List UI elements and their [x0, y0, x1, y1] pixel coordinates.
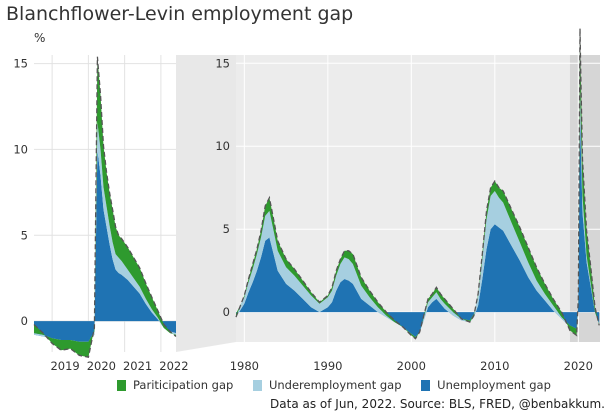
y-tick-label: 10 [13, 142, 28, 156]
x-tick-label: 2019 [50, 359, 79, 373]
x-tick-label: 2020 [564, 359, 593, 373]
total-gap-line [235, 28, 600, 340]
y-tick-label: 15 [215, 56, 230, 70]
y-tick-label: 5 [21, 228, 28, 242]
x-tick-label: 1990 [313, 359, 342, 373]
area-unemployment [236, 113, 600, 337]
y-unit-label: % [34, 31, 46, 45]
x-tick-label: 2020 [87, 359, 116, 373]
total-gap-line [33, 56, 177, 358]
y-tick-label: 10 [215, 139, 230, 153]
legend-item-underemployment: Underemployment gap [252, 378, 402, 392]
y-tick-label: 5 [223, 222, 230, 236]
area-unemployment [34, 149, 176, 342]
legend-label-unemployment: Unemployment gap [437, 378, 551, 392]
x-tick-label: 2021 [123, 359, 152, 373]
y-tick-label: 0 [223, 305, 230, 319]
legend-swatch-unemployment [421, 379, 431, 391]
x-tick-label: 2000 [397, 359, 426, 373]
legend-label-participation: Pariticipation gap [133, 378, 234, 392]
legend-label-underemployment: Underemployment gap [268, 378, 402, 392]
legend-swatch-underemployment [252, 379, 262, 391]
legend: Pariticipation gap Underemployment gap U… [117, 378, 567, 394]
source-note: Data as of Jun, 2022. Source: BLS, FRED,… [270, 397, 605, 411]
legend-item-unemployment: Unemployment gap [421, 378, 551, 392]
legend-swatch-participation [117, 379, 126, 391]
x-tick-label: 2010 [480, 359, 509, 373]
chart-title: Blanchflower-Levin employment gap [6, 3, 354, 25]
y-tick-label: 0 [21, 314, 28, 328]
zoom-connector [176, 55, 236, 352]
inset-panel: 0 5 10 15 2019 2020 2021 2022 [13, 55, 189, 373]
x-tick-label: 1980 [230, 359, 259, 373]
y-tick-label: 15 [13, 57, 28, 71]
x-tick-label: 2022 [159, 359, 188, 373]
area-participation [34, 56, 176, 358]
legend-item-participation: Pariticipation gap [117, 378, 233, 392]
main-panel: 0 5 10 15 1980 1990 2000 2010 2020 [215, 28, 600, 373]
